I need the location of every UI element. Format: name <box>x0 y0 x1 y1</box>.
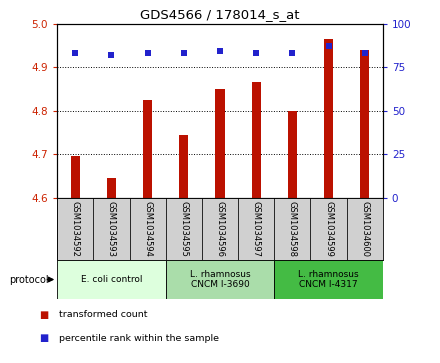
Text: L. rhamnosus
CNCM I-4317: L. rhamnosus CNCM I-4317 <box>298 270 359 289</box>
Text: ■: ■ <box>40 310 49 320</box>
Bar <box>71 156 80 198</box>
Bar <box>252 82 260 198</box>
Bar <box>57 260 166 299</box>
Text: GSM1034596: GSM1034596 <box>216 201 224 257</box>
Bar <box>93 198 129 260</box>
Text: GSM1034598: GSM1034598 <box>288 201 297 257</box>
Bar <box>274 260 383 299</box>
Point <box>180 50 187 56</box>
Title: GDS4566 / 178014_s_at: GDS4566 / 178014_s_at <box>140 8 300 21</box>
Bar <box>347 198 383 260</box>
Text: GSM1034597: GSM1034597 <box>252 201 260 257</box>
Bar <box>166 198 202 260</box>
Bar <box>311 198 347 260</box>
Bar <box>360 50 369 198</box>
Bar <box>274 198 311 260</box>
Text: percentile rank within the sample: percentile rank within the sample <box>59 334 220 343</box>
Point <box>325 43 332 49</box>
Text: GSM1034600: GSM1034600 <box>360 201 369 257</box>
Text: transformed count: transformed count <box>59 310 148 319</box>
Bar <box>238 198 274 260</box>
Bar <box>324 39 333 198</box>
Point <box>289 50 296 56</box>
Text: GSM1034599: GSM1034599 <box>324 201 333 257</box>
Bar <box>129 198 166 260</box>
Point <box>144 50 151 56</box>
Bar <box>57 198 93 260</box>
Point <box>108 52 115 58</box>
Point <box>216 49 224 54</box>
Text: GSM1034595: GSM1034595 <box>180 201 188 257</box>
Text: GSM1034593: GSM1034593 <box>107 201 116 257</box>
Text: GSM1034592: GSM1034592 <box>71 201 80 257</box>
Bar <box>166 260 274 299</box>
Point <box>72 50 79 56</box>
Text: GSM1034594: GSM1034594 <box>143 201 152 257</box>
Bar <box>216 89 224 198</box>
Text: L. rhamnosus
CNCM I-3690: L. rhamnosus CNCM I-3690 <box>190 270 250 289</box>
Point <box>361 50 368 56</box>
Text: ■: ■ <box>40 333 49 343</box>
Text: protocol: protocol <box>9 274 48 285</box>
Bar <box>288 111 297 198</box>
Bar <box>202 198 238 260</box>
Point <box>253 50 260 56</box>
Text: E. coli control: E. coli control <box>81 275 142 284</box>
Bar <box>143 100 152 198</box>
Bar <box>180 135 188 198</box>
Bar <box>107 178 116 198</box>
